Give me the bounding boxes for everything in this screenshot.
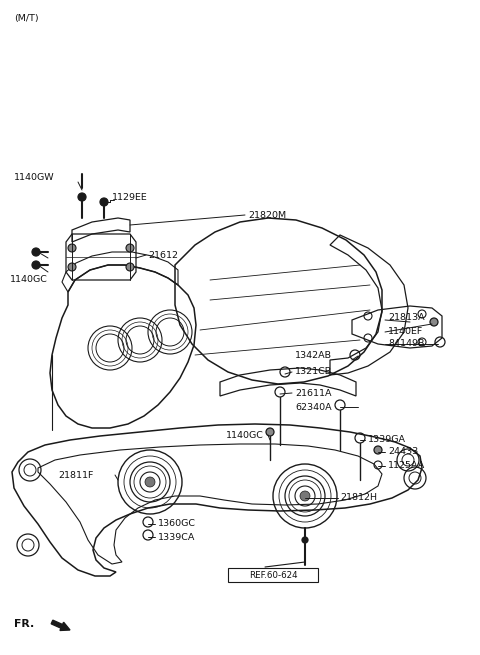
Text: 62340A: 62340A <box>295 403 332 411</box>
Text: 21612: 21612 <box>148 250 178 259</box>
Text: 1339CA: 1339CA <box>158 533 195 542</box>
Circle shape <box>100 198 108 206</box>
Text: 1140EF: 1140EF <box>388 328 423 337</box>
FancyArrow shape <box>51 620 70 631</box>
Text: 1140GC: 1140GC <box>10 276 48 284</box>
Text: 24433: 24433 <box>388 447 418 457</box>
Text: 1339GA: 1339GA <box>368 436 406 445</box>
Circle shape <box>126 263 134 271</box>
Text: 21611A: 21611A <box>295 388 332 398</box>
Circle shape <box>266 428 274 436</box>
Text: 1342AB: 1342AB <box>295 352 332 360</box>
Text: 21820M: 21820M <box>248 210 286 219</box>
Text: 21813A: 21813A <box>388 314 425 322</box>
Circle shape <box>126 244 134 252</box>
Circle shape <box>374 446 382 454</box>
Text: 21812H: 21812H <box>340 493 377 502</box>
Circle shape <box>32 261 40 269</box>
Circle shape <box>68 263 76 271</box>
Text: 1140GC: 1140GC <box>226 430 264 440</box>
Text: (M/T): (M/T) <box>14 14 38 22</box>
Text: 1129EE: 1129EE <box>112 193 148 202</box>
Text: 1360GC: 1360GC <box>158 519 196 529</box>
Text: REF.60-624: REF.60-624 <box>249 571 297 580</box>
Text: 1125AA: 1125AA <box>388 462 425 470</box>
Text: 1140GW: 1140GW <box>14 174 55 183</box>
Circle shape <box>302 537 308 543</box>
Circle shape <box>300 491 310 501</box>
Text: 21811F: 21811F <box>58 470 94 479</box>
Text: FR.: FR. <box>14 619 34 629</box>
Circle shape <box>78 193 86 201</box>
Circle shape <box>145 477 155 487</box>
Circle shape <box>32 248 40 256</box>
Text: 84149B: 84149B <box>388 339 424 348</box>
Text: 1321CB: 1321CB <box>295 367 332 377</box>
Circle shape <box>68 244 76 252</box>
Circle shape <box>430 318 438 326</box>
